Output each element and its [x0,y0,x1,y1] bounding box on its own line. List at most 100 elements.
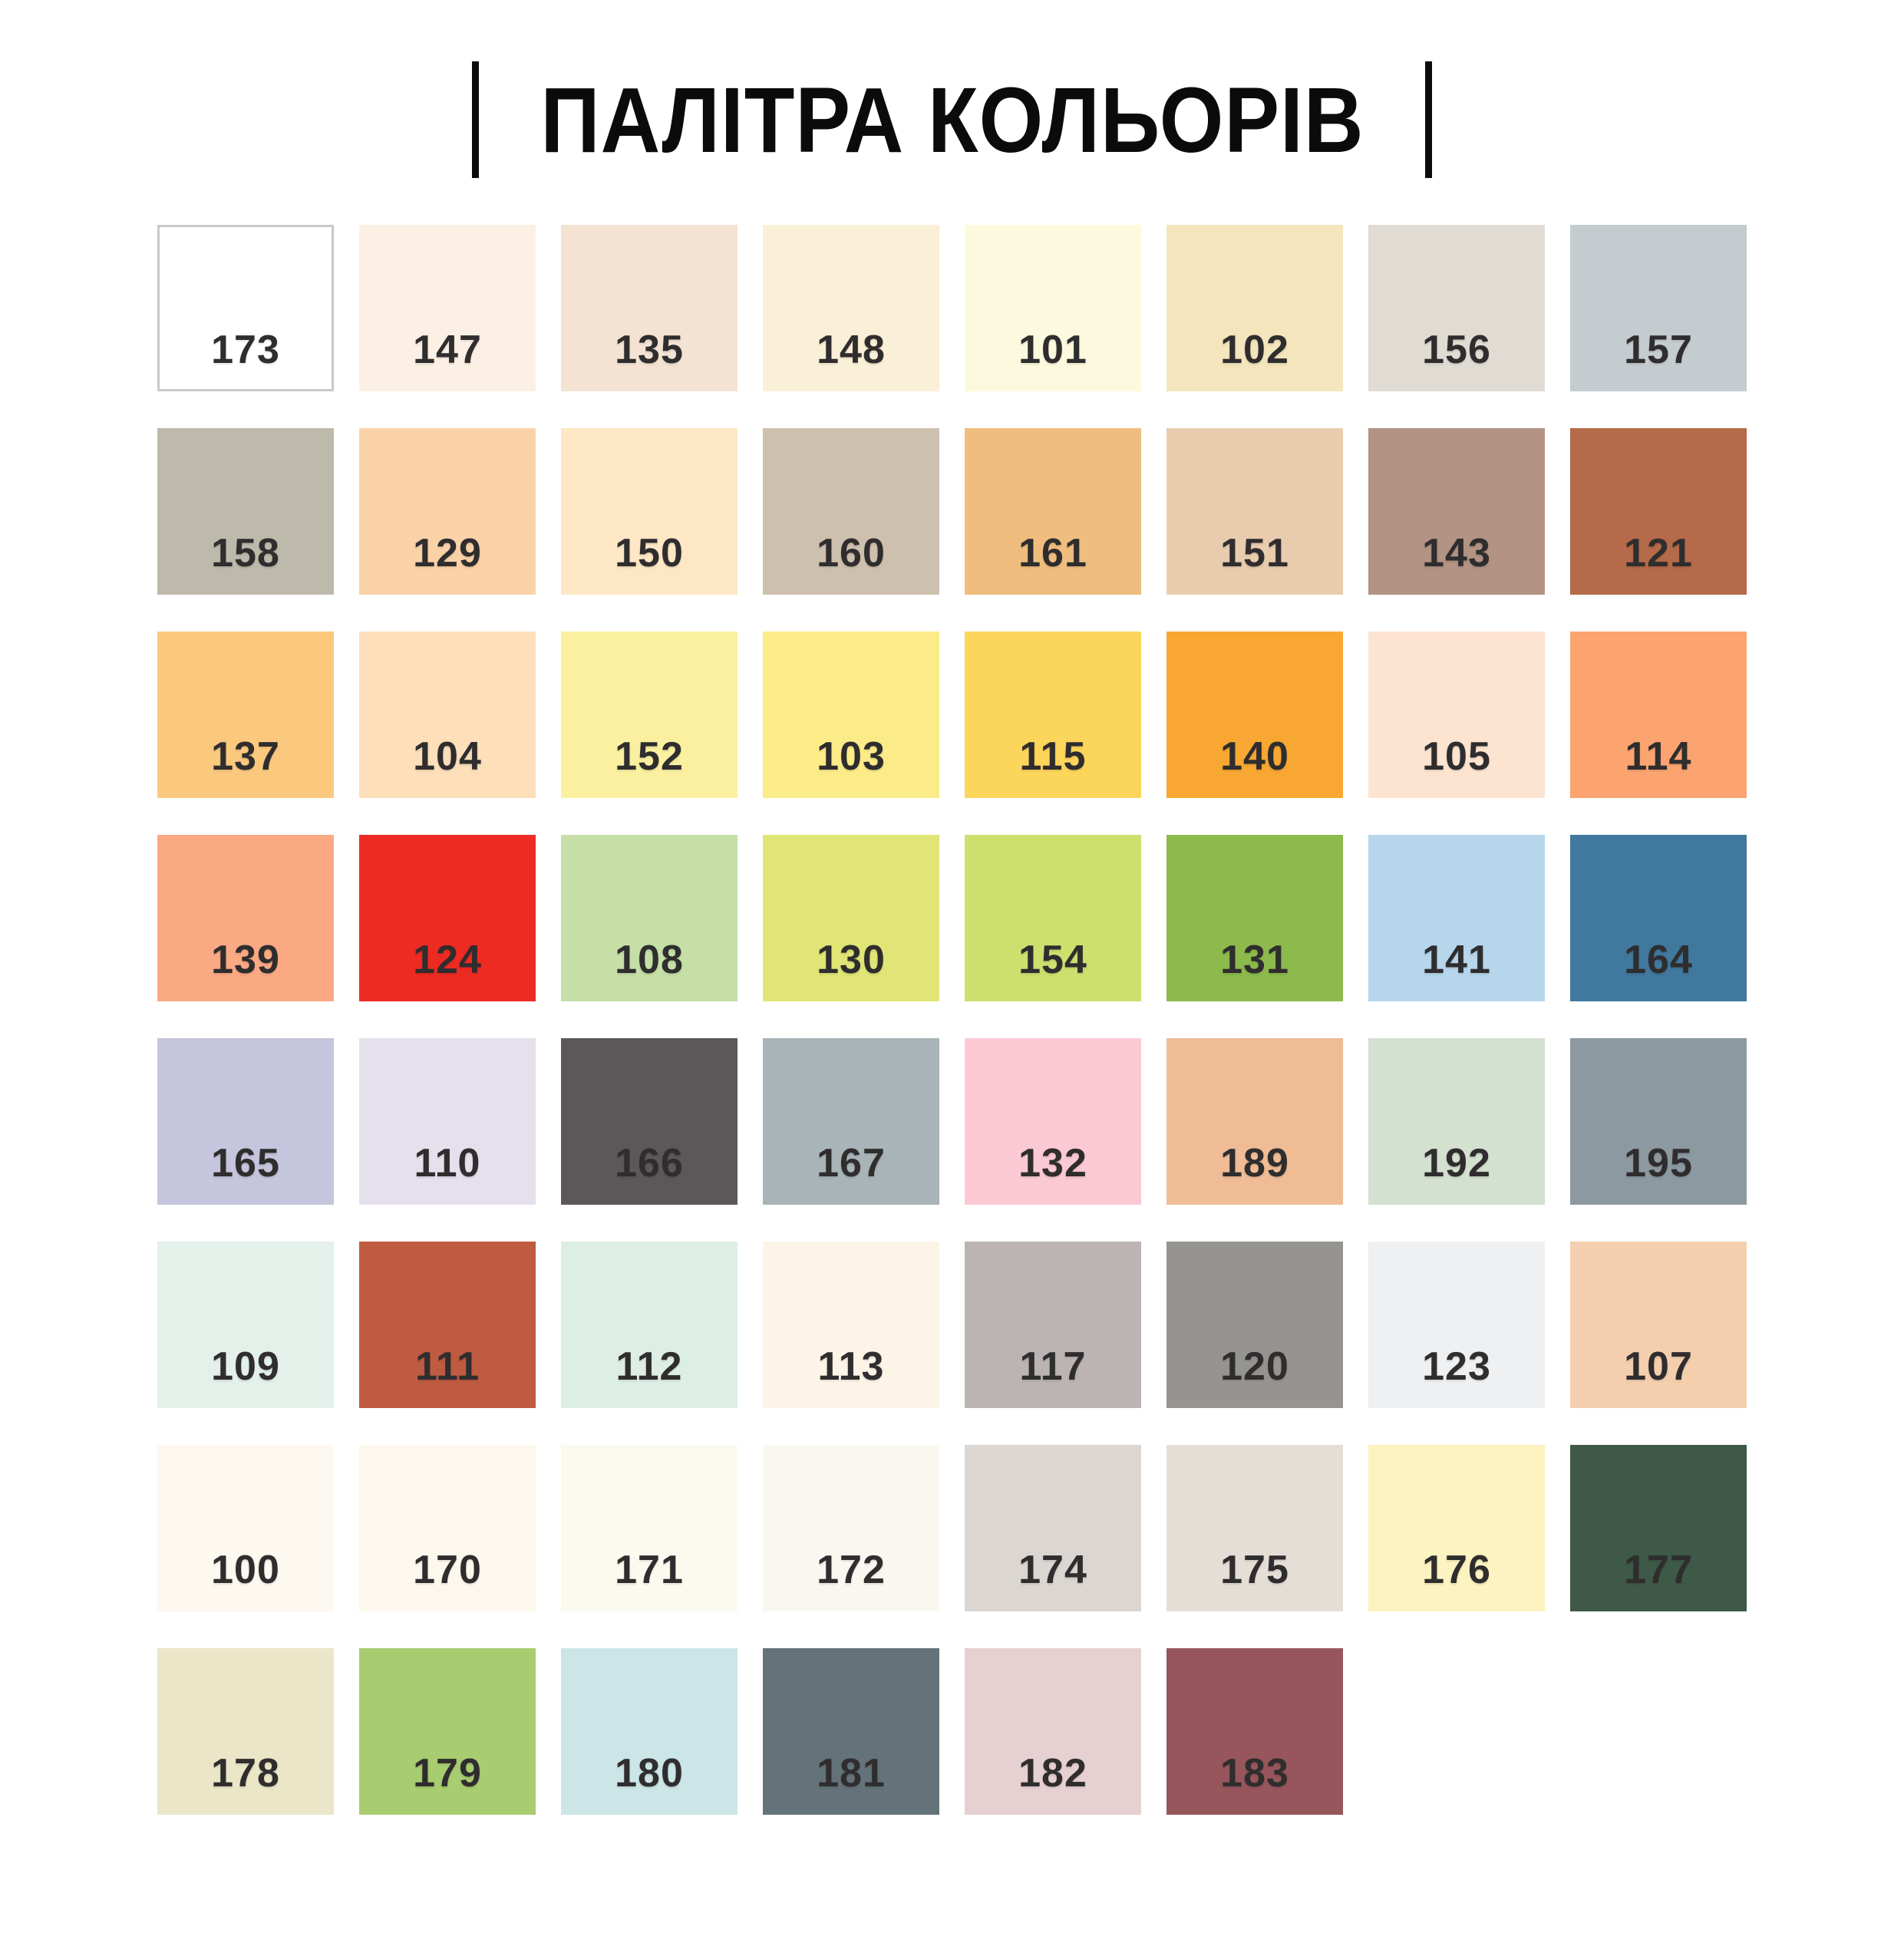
color-swatch-195: 195 [1570,1038,1747,1205]
color-swatch-121: 121 [1570,428,1747,595]
color-swatch-183: 183 [1166,1648,1343,1815]
color-swatch-124: 124 [359,835,536,1001]
swatch-code-label: 107 [1624,1344,1693,1389]
color-swatch-173: 173 [157,225,334,391]
swatch-code-label: 101 [1018,328,1087,372]
swatch-code-label: 137 [211,734,280,779]
swatch-code-label: 129 [413,531,482,575]
color-swatch-111: 111 [359,1242,536,1408]
swatch-code-label: 143 [1422,531,1491,575]
color-swatch-109: 109 [157,1242,334,1408]
swatch-code-label: 192 [1422,1141,1491,1186]
swatch-code-label: 148 [817,328,886,372]
swatch-code-label: 164 [1624,938,1693,982]
swatch-code-label: 171 [615,1548,684,1592]
color-swatch-105: 105 [1368,632,1545,798]
swatch-code-label: 111 [414,1344,480,1389]
swatch-code-label: 179 [413,1751,482,1796]
color-swatch-117: 117 [965,1242,1141,1408]
color-swatch-137: 137 [157,632,334,798]
color-swatch-123: 123 [1368,1242,1545,1408]
color-swatch-150: 150 [561,428,738,595]
color-swatch-140: 140 [1166,632,1343,798]
color-swatch-135: 135 [561,225,738,391]
swatch-code-label: 172 [817,1548,886,1592]
swatch-code-label: 140 [1220,734,1289,779]
color-swatch-182: 182 [965,1648,1141,1815]
color-swatch-143: 143 [1368,428,1545,595]
color-swatch-152: 152 [561,632,738,798]
swatch-code-label: 154 [1018,938,1087,982]
swatch-code-label: 176 [1422,1548,1491,1592]
swatch-code-label: 182 [1018,1751,1087,1796]
title-right-bar [1425,61,1433,178]
swatch-code-label: 195 [1624,1141,1693,1186]
title-left-bar [471,61,479,178]
page-header: ПАЛІТРА КОЛЬОРІВ [0,55,1904,184]
swatch-code-label: 178 [211,1751,280,1796]
swatch-code-label: 152 [615,734,684,779]
color-swatch-147: 147 [359,225,536,391]
swatch-code-label: 109 [211,1344,280,1389]
swatch-code-label: 170 [413,1548,482,1592]
color-swatch-112: 112 [561,1242,738,1408]
swatch-code-label: 131 [1220,938,1289,982]
color-swatch-164: 164 [1570,835,1747,1001]
swatch-code-label: 180 [615,1751,684,1796]
color-swatch-104: 104 [359,632,536,798]
swatch-code-label: 117 [1019,1344,1087,1389]
color-swatch-110: 110 [359,1038,536,1205]
color-swatch-156: 156 [1368,225,1545,391]
color-swatch-172: 172 [763,1445,939,1611]
color-swatch-158: 158 [157,428,334,595]
color-swatch-100: 100 [157,1445,334,1611]
color-swatch-170: 170 [359,1445,536,1611]
color-swatch-151: 151 [1166,428,1343,595]
swatch-code-label: 104 [413,734,482,779]
swatch-code-label: 123 [1422,1344,1491,1389]
swatch-code-label: 177 [1624,1548,1693,1592]
color-swatch-131: 131 [1166,835,1343,1001]
swatch-code-label: 132 [1018,1141,1087,1186]
color-swatch-161: 161 [965,428,1141,595]
color-swatch-102: 102 [1166,225,1343,391]
swatch-code-label: 103 [817,734,886,779]
swatch-code-label: 130 [817,938,886,982]
swatch-code-label: 165 [211,1141,280,1186]
swatch-code-label: 135 [615,328,684,372]
swatch-code-label: 158 [211,531,280,575]
color-swatch-132: 132 [965,1038,1141,1205]
color-swatch-165: 165 [157,1038,334,1205]
color-swatch-139: 139 [157,835,334,1001]
swatch-code-label: 167 [817,1141,886,1186]
color-swatch-120: 120 [1166,1242,1343,1408]
swatch-code-label: 175 [1220,1548,1289,1592]
swatch-code-label: 108 [615,938,684,982]
color-swatch-181: 181 [763,1648,939,1815]
color-swatch-179: 179 [359,1648,536,1815]
color-swatch-130: 130 [763,835,939,1001]
color-swatch-148: 148 [763,225,939,391]
color-swatch-175: 175 [1166,1445,1343,1611]
swatch-code-label: 181 [817,1751,886,1796]
swatch-code-label: 147 [413,328,482,372]
swatch-code-label: 120 [1220,1344,1289,1389]
color-swatch-177: 177 [1570,1445,1747,1611]
color-swatch-160: 160 [763,428,939,595]
swatch-code-label: 150 [615,531,684,575]
swatch-code-label: 166 [615,1141,684,1186]
swatch-code-label: 174 [1018,1548,1087,1592]
color-swatch-114: 114 [1570,632,1747,798]
swatch-code-label: 100 [211,1548,280,1592]
swatch-code-label: 161 [1018,531,1087,575]
color-swatch-178: 178 [157,1648,334,1815]
color-swatch-141: 141 [1368,835,1545,1001]
page-title: ПАЛІТРА КОЛЬОРІВ [540,68,1364,172]
swatch-code-label: 113 [817,1344,885,1389]
swatch-code-label: 183 [1220,1751,1289,1796]
palette-grid: 173 147 135 148 101 102 156 157 158 129 150 160 161 1… [157,225,1747,1815]
color-swatch-192: 192 [1368,1038,1545,1205]
swatch-code-label: 141 [1422,938,1491,982]
swatch-code-label: 112 [615,1344,683,1389]
color-swatch-154: 154 [965,835,1141,1001]
